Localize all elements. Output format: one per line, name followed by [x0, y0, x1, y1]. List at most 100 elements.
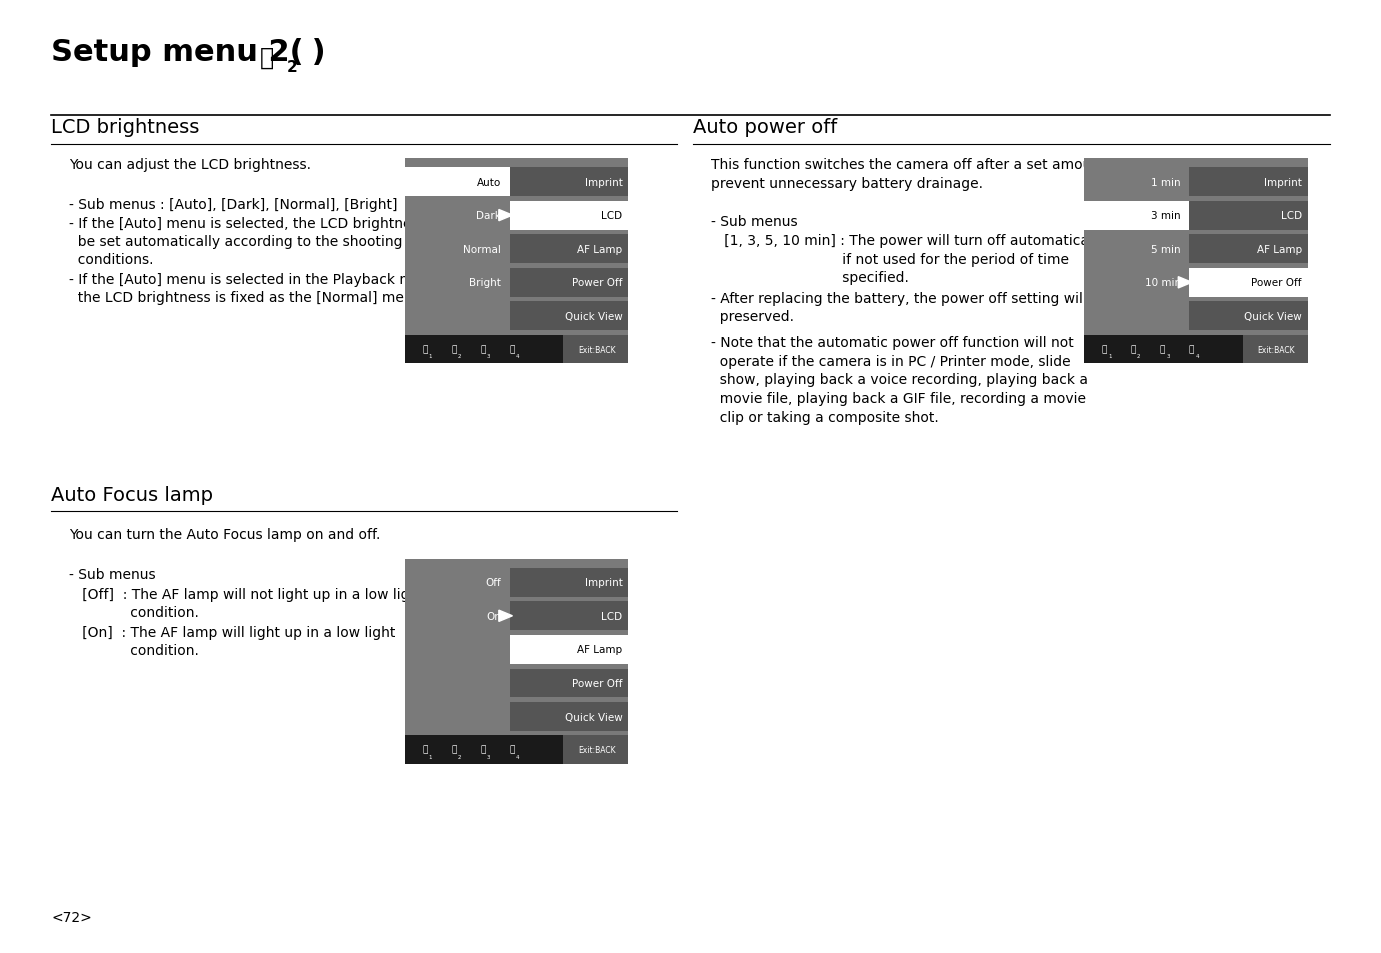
Bar	[1189, 269, 1308, 297]
Text: Bright: Bright	[470, 278, 501, 288]
Text: LCD brightness: LCD brightness	[51, 118, 199, 137]
Text: 3: 3	[1166, 355, 1170, 359]
Polygon shape	[499, 611, 512, 621]
Text: clip or taking a composite shot.: clip or taking a composite shot.	[711, 410, 939, 424]
Text: Quick View: Quick View	[565, 312, 623, 321]
Text: show, playing back a voice recording, playing back a: show, playing back a voice recording, pl…	[711, 373, 1088, 387]
Bar	[1084, 168, 1189, 196]
Polygon shape	[499, 211, 512, 221]
Text: ⫰: ⫰	[481, 345, 486, 354]
Text: Off: Off	[486, 578, 501, 588]
Bar	[1084, 159, 1308, 335]
Text: 10 min: 10 min	[1145, 278, 1181, 288]
Text: AF Lamp: AF Lamp	[1257, 244, 1302, 254]
Text: be set automatically according to the shooting: be set automatically according to the sh…	[69, 234, 402, 249]
Bar	[1189, 302, 1308, 331]
Text: movie file, playing back a GIF file, recording a movie: movie file, playing back a GIF file, rec…	[711, 392, 1087, 406]
Bar	[405, 559, 628, 736]
Bar	[405, 235, 510, 264]
Text: ⫰: ⫰	[481, 745, 486, 754]
Text: - Note that the automatic power off function will not: - Note that the automatic power off func…	[711, 335, 1074, 350]
Bar	[1084, 201, 1189, 231]
Text: if not used for the period of time: if not used for the period of time	[711, 253, 1069, 267]
Text: Power Off: Power Off	[572, 679, 623, 688]
Text: ): )	[301, 38, 326, 67]
Text: - Sub menus: - Sub menus	[711, 214, 798, 229]
Text: LCD: LCD	[601, 611, 623, 621]
Bar	[510, 601, 628, 631]
Bar	[405, 269, 510, 297]
Text: Auto: Auto	[476, 177, 501, 188]
Bar	[1084, 335, 1243, 364]
Text: Power Off: Power Off	[1251, 278, 1302, 288]
Text: Auto Focus lamp: Auto Focus lamp	[51, 485, 213, 504]
Text: ⫰: ⫰	[452, 745, 457, 754]
Text: AF Lamp: AF Lamp	[577, 644, 623, 655]
Bar	[563, 736, 628, 764]
Text: [On]  : The AF lamp will light up in a low light: [On] : The AF lamp will light up in a lo…	[69, 625, 395, 639]
Bar	[405, 568, 510, 597]
Text: 1: 1	[428, 355, 432, 359]
Text: 2: 2	[1137, 355, 1141, 359]
Bar	[1084, 269, 1189, 297]
Text: LCD: LCD	[1280, 211, 1302, 221]
Text: - If the [Auto] menu is selected in the Playback mode,: - If the [Auto] menu is selected in the …	[69, 273, 443, 287]
Text: 3: 3	[486, 355, 490, 359]
Bar	[405, 159, 628, 335]
Bar	[510, 269, 628, 297]
Text: 4: 4	[516, 755, 519, 760]
Text: condition.: condition.	[69, 643, 199, 658]
Text: Imprint: Imprint	[584, 177, 623, 188]
Text: prevent unnecessary battery drainage.: prevent unnecessary battery drainage.	[711, 176, 983, 191]
Bar	[510, 201, 628, 231]
Text: 2: 2	[457, 755, 461, 760]
Text: Quick View: Quick View	[1244, 312, 1302, 321]
Bar	[1243, 335, 1308, 364]
Polygon shape	[1178, 277, 1192, 289]
Bar	[510, 302, 628, 331]
Text: 2: 2	[457, 355, 461, 359]
Bar	[1084, 235, 1189, 264]
Text: conditions.: conditions.	[69, 253, 153, 267]
Text: - After replacing the battery, the power off setting will be: - After replacing the battery, the power…	[711, 292, 1109, 306]
Text: ⫰: ⫰	[510, 745, 515, 754]
Text: Auto power off: Auto power off	[693, 118, 837, 137]
Text: ⫰: ⫰	[1189, 345, 1195, 354]
Text: ⫰: ⫰	[1131, 345, 1137, 354]
Text: Quick View: Quick View	[565, 712, 623, 721]
Text: [1, 3, 5, 10 min] : The power will turn off automatically: [1, 3, 5, 10 min] : The power will turn …	[711, 233, 1105, 248]
Bar	[405, 601, 510, 631]
Text: 4: 4	[516, 355, 519, 359]
Text: 5 min: 5 min	[1152, 244, 1181, 254]
Text: - Sub menus: - Sub menus	[69, 567, 156, 581]
Text: 3 min: 3 min	[1152, 211, 1181, 221]
Bar	[510, 636, 628, 664]
Bar	[510, 168, 628, 196]
Text: 1: 1	[428, 755, 432, 760]
Text: - Sub menus : [Auto], [Dark], [Normal], [Bright]: - Sub menus : [Auto], [Dark], [Normal], …	[69, 197, 398, 212]
Text: AF Lamp: AF Lamp	[577, 244, 623, 254]
Bar	[510, 235, 628, 264]
Text: operate if the camera is in PC / Printer mode, slide: operate if the camera is in PC / Printer…	[711, 355, 1070, 369]
Text: ⫰: ⫰	[510, 345, 515, 354]
Bar	[1189, 201, 1308, 231]
Bar	[1189, 235, 1308, 264]
Text: the LCD brightness is fixed as the [Normal] menu.: the LCD brightness is fixed as the [Norm…	[69, 291, 425, 305]
Text: Exit:BACK: Exit:BACK	[579, 345, 616, 355]
Text: 1 min: 1 min	[1152, 177, 1181, 188]
Text: 1: 1	[1108, 355, 1112, 359]
Text: This function switches the camera off after a set amount of time in order to: This function switches the camera off af…	[711, 157, 1236, 172]
Text: 4: 4	[1196, 355, 1199, 359]
Text: Imprint: Imprint	[1264, 177, 1302, 188]
Text: On: On	[486, 611, 501, 621]
Bar	[1189, 168, 1308, 196]
Text: ⫰: ⫰	[423, 345, 428, 354]
Text: ⫰: ⫰	[423, 745, 428, 754]
Text: <72>: <72>	[51, 910, 93, 924]
Bar	[405, 168, 510, 196]
Bar	[563, 335, 628, 364]
Text: condition.: condition.	[69, 605, 199, 619]
Text: You can adjust the LCD brightness.: You can adjust the LCD brightness.	[69, 157, 311, 172]
Bar	[405, 736, 563, 764]
Bar	[510, 669, 628, 698]
